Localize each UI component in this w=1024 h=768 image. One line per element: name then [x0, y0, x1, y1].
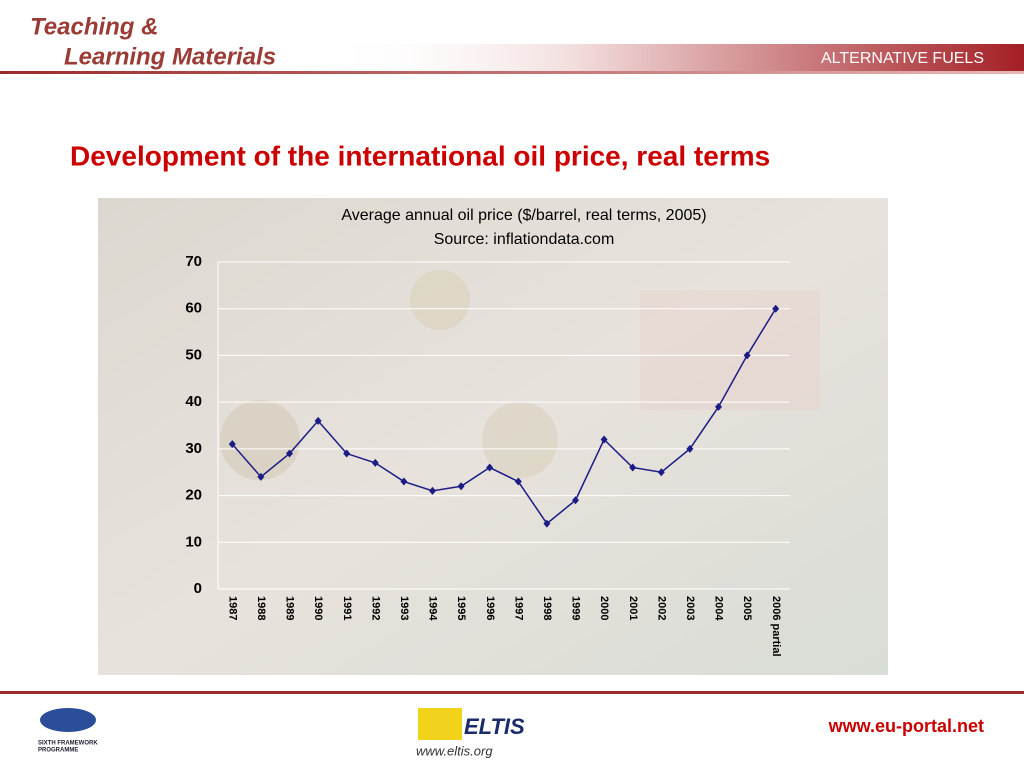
data-point [686, 444, 694, 453]
coin-decor [410, 270, 470, 330]
slide-title: Development of the international oil pri… [70, 140, 770, 171]
x-tick-label: 2002 [655, 596, 667, 620]
y-tick-label: 60 [185, 300, 202, 317]
x-tick-label: 1993 [398, 596, 410, 620]
y-tick-label: 30 [185, 440, 202, 457]
y-tick-label: 0 [194, 580, 202, 597]
x-tick-label: 2005 [741, 596, 753, 620]
data-point [629, 463, 637, 472]
y-tick-label: 40 [185, 393, 202, 410]
note-decor [640, 290, 820, 410]
header-line1: Teaching & [30, 13, 158, 40]
x-tick-label: 2000 [598, 596, 610, 620]
x-tick-label: 1989 [284, 596, 296, 620]
data-point [600, 435, 608, 444]
data-point [257, 472, 265, 481]
data-point [543, 519, 551, 528]
chart-title: Average annual oil price ($/barrel, real… [341, 207, 706, 224]
fp6-logo [40, 708, 96, 732]
y-tick-label: 70 [185, 253, 202, 270]
data-point [772, 304, 780, 313]
x-tick-label: 1994 [427, 596, 439, 621]
x-tick-label: 1999 [570, 596, 582, 620]
chart-subtitle: Source: inflationdata.com [434, 231, 615, 248]
x-tick-label: 2004 [713, 596, 725, 621]
fp6-text: PROGRAMME [38, 748, 78, 754]
header-bar [330, 44, 1024, 72]
y-tick-label: 10 [185, 533, 202, 550]
data-point [371, 458, 379, 467]
header-line2: Learning Materials [64, 43, 276, 70]
data-point [228, 440, 236, 449]
data-point [400, 477, 408, 486]
x-tick-label: 2003 [684, 596, 696, 620]
x-tick-label: 1995 [455, 596, 467, 620]
y-tick-label: 50 [185, 346, 202, 363]
data-point [429, 486, 436, 495]
data-point [657, 468, 665, 477]
data-point [572, 496, 579, 505]
x-tick-label: 1992 [369, 596, 381, 620]
data-point [314, 416, 322, 425]
x-tick-label: 2001 [627, 596, 639, 620]
eltis-url: www.eltis.org [416, 743, 493, 758]
coin-decor [220, 400, 300, 480]
data-point [514, 477, 522, 486]
header-line [0, 71, 1024, 74]
x-tick-label: 1996 [484, 596, 496, 620]
footer-line [0, 691, 1024, 694]
y-tick-label: 20 [185, 487, 202, 504]
x-tick-label: 1990 [312, 596, 324, 620]
x-tick-label: 1988 [255, 596, 267, 620]
eltis-logo [418, 708, 462, 740]
x-tick-label: 1987 [226, 596, 238, 620]
x-tick-label: 1991 [341, 596, 353, 620]
chart: Average annual oil price ($/barrel, real… [185, 207, 790, 657]
data-line [231, 308, 777, 525]
footer-url: www.eu-portal.net [828, 716, 984, 736]
data-point [343, 449, 351, 458]
fp6-text: SIXTH FRAMEWORK [38, 741, 98, 747]
x-tick-label: 2006 partial [770, 596, 782, 657]
data-point [486, 463, 494, 472]
x-tick-label: 1997 [512, 596, 524, 620]
x-tick-label: 1998 [541, 596, 553, 620]
data-point [286, 449, 293, 458]
data-point [715, 402, 722, 411]
topic: ALTERNATIVE FUELS [821, 50, 984, 67]
coin-decor [482, 402, 558, 478]
data-point [743, 351, 751, 360]
data-point [457, 482, 465, 491]
eltis-name: ELTIS [464, 714, 525, 739]
